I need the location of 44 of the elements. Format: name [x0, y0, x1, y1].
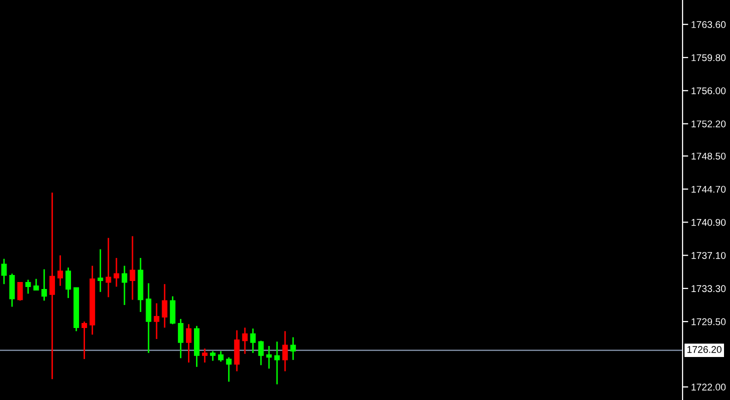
candlestick: [114, 257, 120, 288]
candlestick: [106, 237, 112, 298]
y-tick-label: 1763.60: [692, 21, 726, 28]
candlestick: [17, 282, 23, 302]
y-tick-label: 1756.00: [692, 87, 726, 94]
candlestick: [82, 320, 88, 360]
candlestick: [49, 192, 55, 380]
candlestick: [186, 323, 192, 364]
candlestick: [1, 258, 7, 285]
y-tick-label: 1740.90: [692, 218, 726, 226]
candlestick: [122, 265, 128, 306]
candlestick: [210, 350, 216, 362]
y-tick-label: 1737.10: [692, 252, 726, 259]
candlestick: [274, 340, 280, 386]
candlestick: [178, 318, 184, 359]
candlestick: [9, 272, 15, 308]
candlestick: [282, 330, 288, 372]
candlestick: [170, 296, 176, 325]
candlestick: [242, 326, 248, 355]
y-tick-label: 1722.00: [692, 384, 726, 391]
candlestick: [25, 279, 31, 294]
y-tick-label: 1759.80: [692, 54, 726, 62]
candlestick: [162, 283, 168, 328]
y-tick-label: 1744.70: [692, 186, 726, 193]
candlestick: [146, 282, 152, 354]
ref-line-label: 1726.20: [687, 346, 722, 353]
candlestick: [154, 302, 160, 340]
candlestick: [65, 266, 72, 299]
candlestick: [258, 340, 264, 366]
y-tick-label: 1752.20: [692, 120, 726, 128]
y-tick-label: 1733.30: [692, 285, 726, 292]
candlestick: [57, 254, 63, 287]
candlestick: [98, 248, 104, 293]
y-tick-label: 1748.50: [692, 152, 726, 160]
candlestick: [266, 345, 272, 370]
candlestick: [130, 235, 136, 300]
candlestick: [290, 336, 296, 361]
candlestick: [226, 356, 232, 382]
candlestick: [41, 268, 47, 302]
y-tick-label: 1729.50: [692, 318, 726, 326]
candlestick: [33, 278, 39, 291]
candlestick: [218, 350, 224, 362]
candlestick: [202, 348, 208, 364]
candlestick: [250, 328, 256, 354]
